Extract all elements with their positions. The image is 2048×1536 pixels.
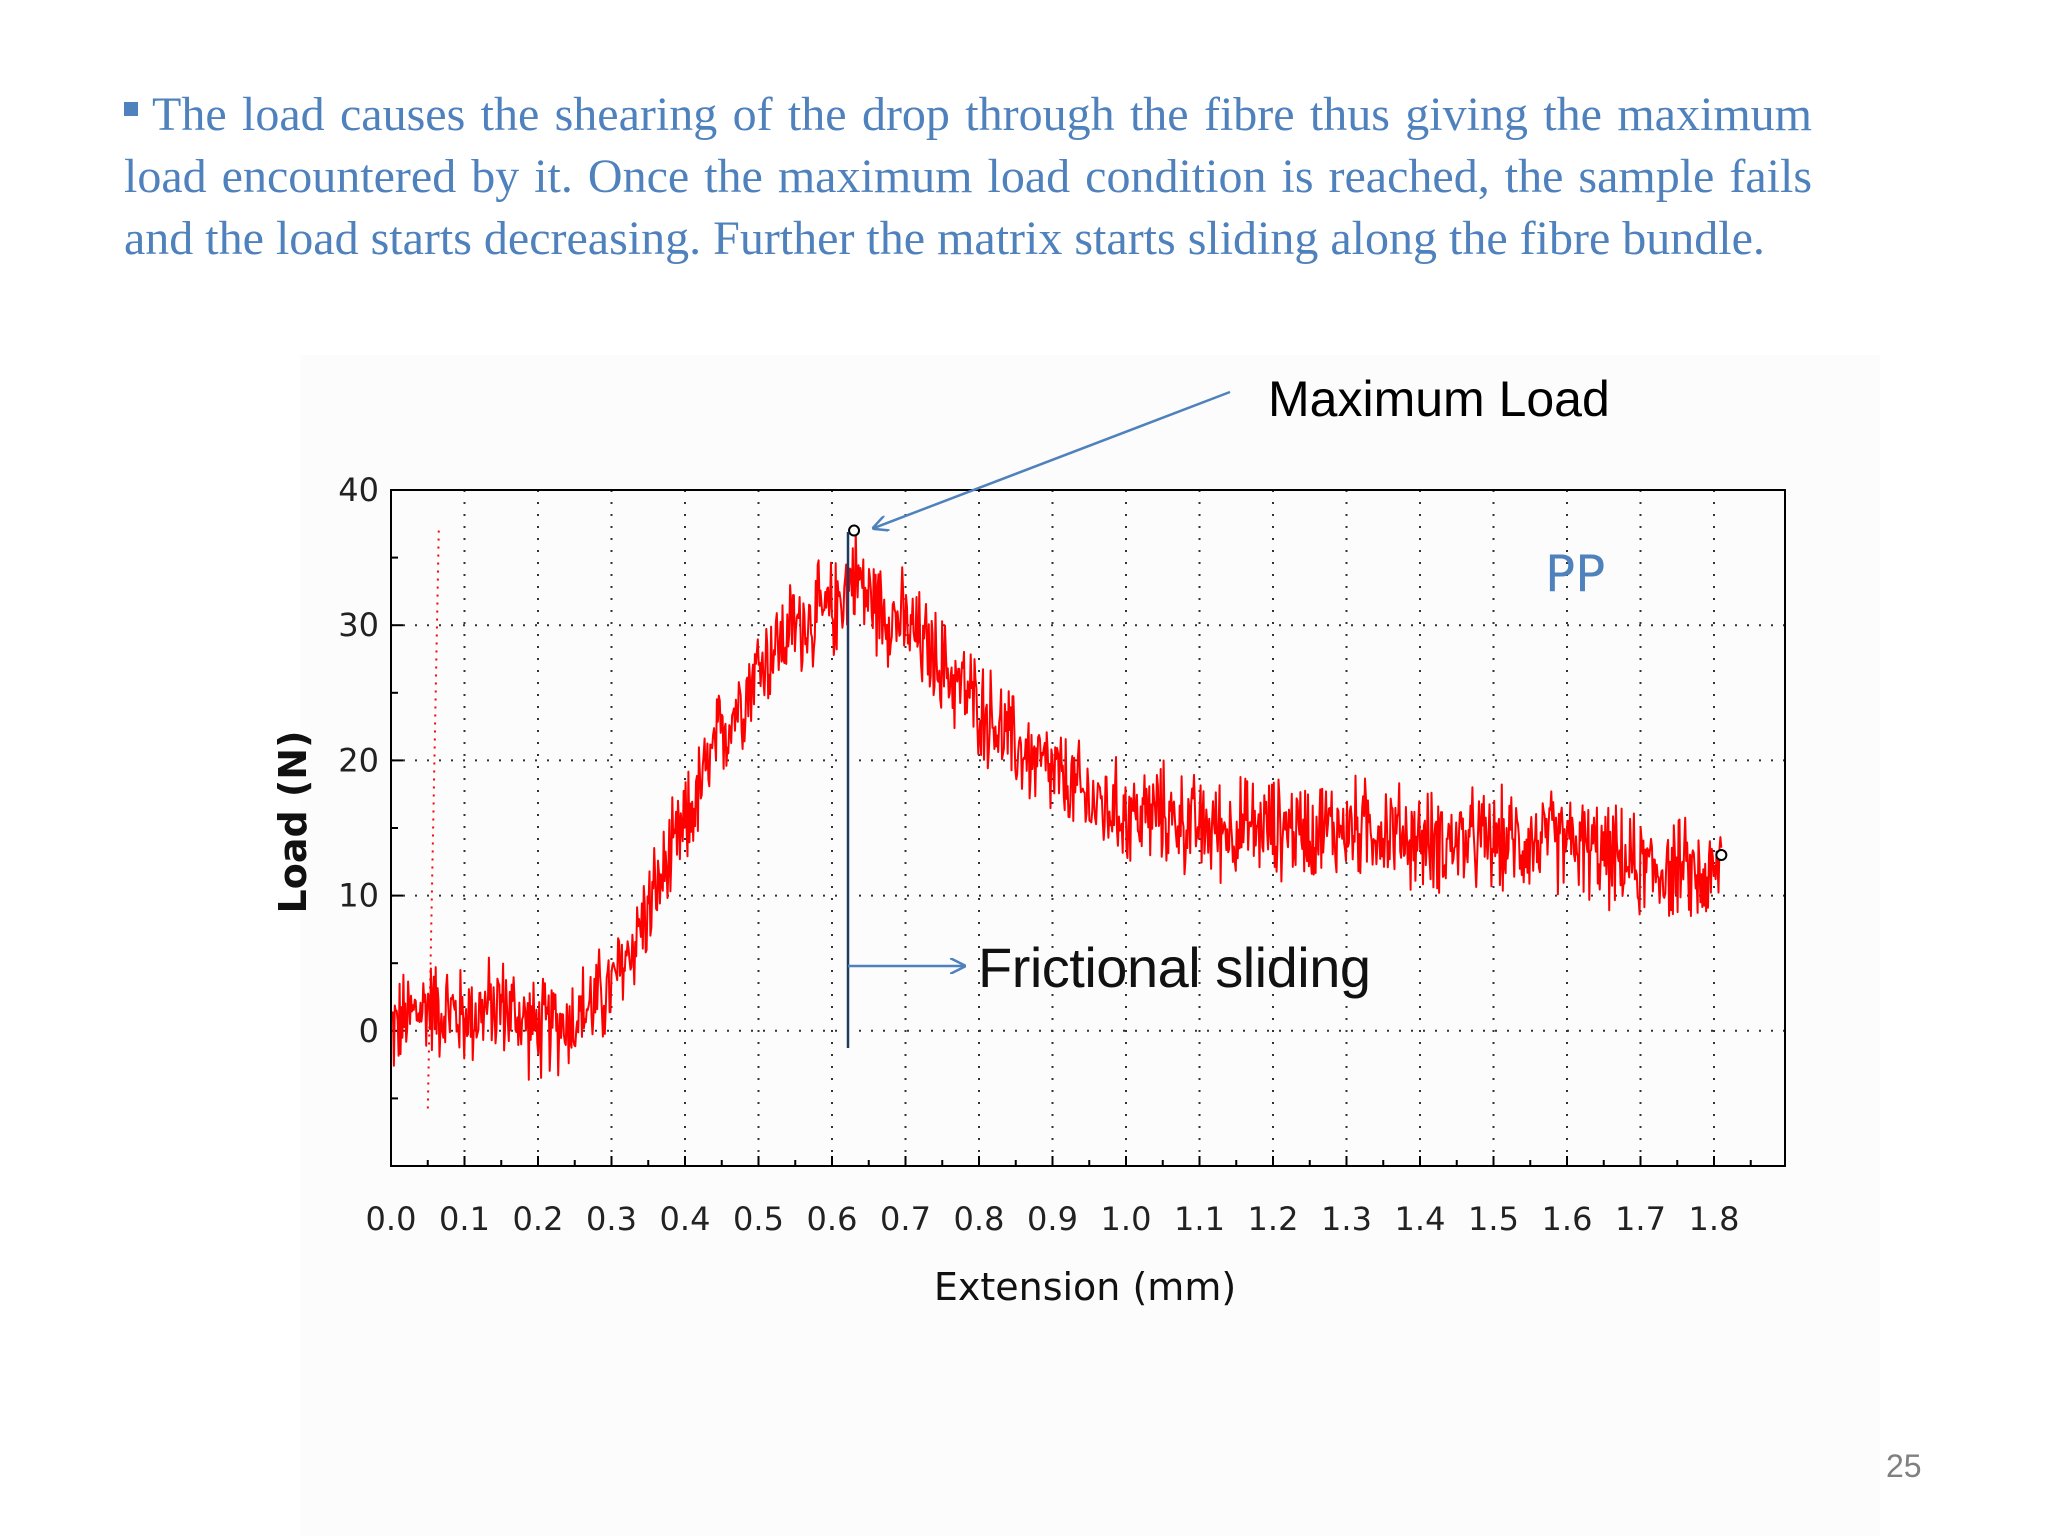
x-tick-label: 1.4 xyxy=(1395,1200,1446,1238)
y-tick-label: 30 xyxy=(338,606,379,644)
x-tick-label: 1.8 xyxy=(1689,1200,1740,1238)
frictional-sliding-label: Frictional sliding xyxy=(978,936,1371,999)
x-tick-label: 0.0 xyxy=(366,1200,417,1238)
max-load-label: Maximum Load xyxy=(1268,371,1610,427)
x-tick-label: 1.0 xyxy=(1101,1200,1152,1238)
plot-frame xyxy=(390,489,1786,1167)
x-axis-title: Extension (mm) xyxy=(934,1265,1236,1309)
data-marker-0 xyxy=(848,524,861,537)
slide-number: 25 xyxy=(1886,1448,1922,1484)
x-tick-label: 1.6 xyxy=(1542,1200,1593,1238)
y-tick-label: 10 xyxy=(338,877,379,915)
bullet-icon xyxy=(124,102,138,116)
series-layer xyxy=(390,524,1728,1112)
max-load-arrow xyxy=(874,390,1231,528)
x-tick-label: 0.4 xyxy=(660,1200,711,1238)
x-tick-label: 1.3 xyxy=(1321,1200,1372,1238)
x-tick-label: 0.3 xyxy=(586,1200,637,1238)
x-tick-label: 1.2 xyxy=(1248,1200,1299,1238)
tick-labels: 0.0 0.1 0.2 0.3 0.4 0.5 0.6 0.7 0.8 0.9 1.0 1.1 1.2 1… xyxy=(338,471,1739,1238)
x-tick-label: 1.7 xyxy=(1615,1200,1666,1238)
figure-background xyxy=(300,355,1880,1536)
series-material-label: PP xyxy=(1545,545,1606,603)
data-marker-1 xyxy=(1715,849,1728,862)
y-tick-label: 0 xyxy=(359,1012,379,1050)
x-tick-label: 0.7 xyxy=(880,1200,931,1238)
x-tick-label: 0.1 xyxy=(439,1200,490,1238)
x-tick-label: 1.1 xyxy=(1174,1200,1225,1238)
y-axis-title: Load (N) xyxy=(271,731,315,914)
y-tick-label: 20 xyxy=(338,741,379,779)
x-tick-label: 0.6 xyxy=(807,1200,858,1238)
body-paragraph: The load causes the shearing of the drop… xyxy=(124,84,1812,270)
y-tick-label: 40 xyxy=(338,471,379,509)
x-tick-label: 0.2 xyxy=(513,1200,564,1238)
paragraph-text: The load causes the shearing of the drop… xyxy=(124,88,1812,265)
x-tick-label: 0.8 xyxy=(954,1200,1005,1238)
x-tick-label: 0.9 xyxy=(1027,1200,1078,1238)
preload-dotted-trace xyxy=(426,530,440,1112)
x-tick-label: 0.5 xyxy=(733,1200,784,1238)
x-tick-label: 1.5 xyxy=(1468,1200,1519,1238)
series-line-pp xyxy=(390,527,1723,1081)
